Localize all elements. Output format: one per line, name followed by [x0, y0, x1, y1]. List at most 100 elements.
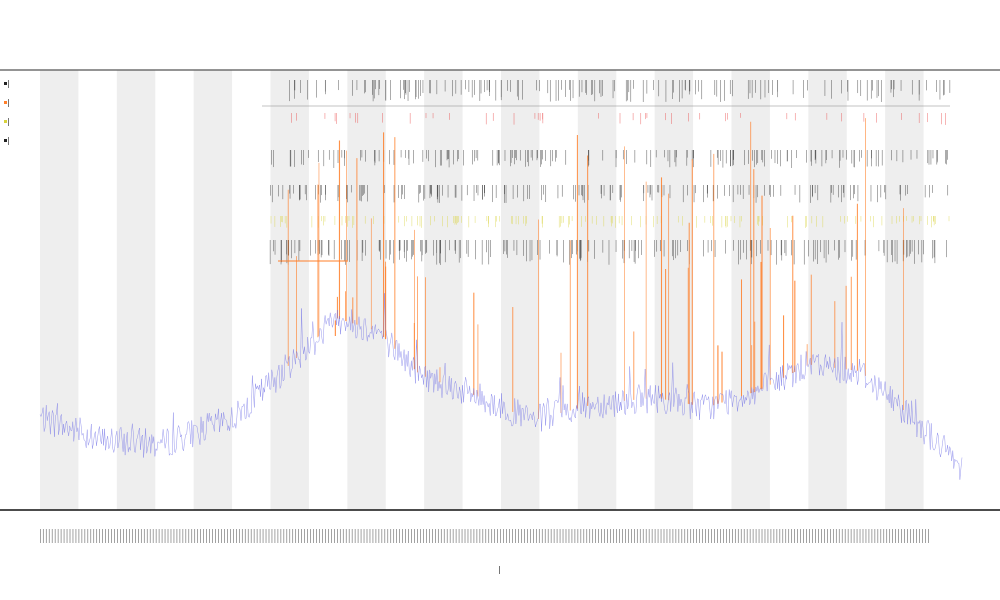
x-tick-label	[583, 529, 585, 543]
x-tick-label	[295, 529, 297, 543]
x-tick-label	[818, 529, 819, 543]
x-tick-label	[342, 529, 344, 543]
x-tick-label	[824, 529, 825, 543]
x-tick-label	[654, 529, 656, 543]
x-tick-label	[886, 529, 888, 543]
x-tick-label	[776, 529, 778, 543]
x-tick-label	[188, 529, 190, 543]
shaded-band	[885, 70, 924, 510]
x-tick-label	[72, 529, 74, 543]
legend-entry-text	[8, 118, 9, 126]
x-tick-label	[414, 529, 415, 543]
x-tick-label	[96, 529, 98, 543]
x-tick-label	[758, 529, 760, 543]
shaded-band	[193, 70, 233, 510]
x-tick-label	[672, 529, 674, 543]
shaded-band	[270, 70, 309, 510]
axes	[0, 69, 1000, 511]
x-tick-label	[821, 529, 822, 543]
x-tick-label	[538, 529, 540, 543]
x-tick-label	[164, 529, 166, 543]
x-tick-label	[236, 529, 237, 543]
x-tick-label	[859, 529, 861, 543]
x-tick-label	[485, 529, 487, 543]
x-tick-label	[628, 529, 629, 543]
x-tick-label	[613, 529, 614, 543]
x-tick-label	[844, 529, 846, 543]
x-tick-label	[925, 529, 926, 543]
legend-swatch	[4, 139, 7, 142]
shaded-band	[577, 70, 617, 510]
x-tick-label	[360, 529, 362, 543]
shaded-band	[40, 70, 79, 510]
x-tick-label	[889, 529, 891, 543]
x-tick-label	[607, 529, 608, 543]
x-tick-label	[574, 529, 576, 543]
x-tick-label	[571, 529, 573, 543]
x-tick-label	[301, 529, 302, 543]
x-tick-label	[138, 529, 139, 543]
x-tick-label	[809, 529, 810, 543]
x-tick-label	[366, 529, 368, 543]
x-tick-label	[461, 529, 463, 543]
x-tick-label	[907, 529, 908, 543]
x-tick-label	[553, 529, 555, 543]
x-tick-label	[87, 529, 89, 543]
x-tick-label	[856, 529, 858, 543]
x-tick-label	[432, 529, 433, 543]
x-tick-label	[642, 529, 644, 543]
x-tick-label	[435, 529, 436, 543]
x-tick-label	[253, 529, 255, 543]
x-tick-label	[675, 529, 677, 543]
x-tick-label	[830, 529, 831, 543]
x-tick-label	[354, 529, 356, 543]
x-tick-label	[200, 529, 201, 543]
x-tick-label	[328, 529, 329, 543]
x-tick-label	[723, 529, 724, 543]
x-tick-label	[140, 529, 142, 543]
x-tick-label	[639, 529, 641, 543]
x-tick-label	[262, 529, 264, 543]
x-tick-label	[755, 529, 757, 543]
x-tick-label	[60, 529, 62, 543]
x-tick-label	[631, 529, 632, 543]
x-tick-label	[871, 529, 873, 543]
x-tick-label	[512, 529, 513, 543]
x-tick-label	[666, 529, 668, 543]
x-tick-label	[218, 529, 219, 543]
shaded-band	[424, 70, 463, 510]
x-tick-label	[838, 529, 840, 543]
x-tick-label	[155, 529, 157, 543]
x-tick-label	[93, 529, 95, 543]
x-tick-label	[173, 529, 175, 543]
x-tick-label	[313, 529, 314, 543]
x-tick-label	[429, 529, 430, 543]
x-tick-label	[238, 529, 240, 543]
x-tick-label	[559, 529, 561, 543]
x-tick-label	[660, 529, 662, 543]
x-tick-label	[357, 529, 359, 543]
x-tick-label	[734, 529, 736, 543]
x-tick-label	[488, 529, 490, 543]
x-tick-label	[387, 529, 389, 543]
x-tick-label	[446, 529, 448, 543]
x-tick-label	[369, 529, 371, 543]
x-tick-label	[78, 529, 80, 543]
x-tick-label	[657, 529, 659, 543]
x-tick-label	[277, 529, 279, 543]
x-tick-label	[500, 529, 501, 543]
x-tick-label	[865, 529, 867, 543]
x-tick-label	[651, 529, 653, 543]
x-tick-label	[244, 529, 246, 543]
x-tick-label	[524, 529, 525, 543]
x-tick-label	[684, 529, 686, 543]
x-tick-label	[203, 529, 204, 543]
x-tick-label	[170, 529, 172, 543]
x-tick-label	[518, 529, 519, 543]
x-tick-label	[399, 529, 400, 543]
x-tick-label	[363, 529, 365, 543]
x-tick-label	[99, 529, 100, 543]
x-tick-label	[749, 529, 751, 543]
x-tick-label	[135, 529, 136, 543]
x-tick-label	[616, 529, 617, 543]
